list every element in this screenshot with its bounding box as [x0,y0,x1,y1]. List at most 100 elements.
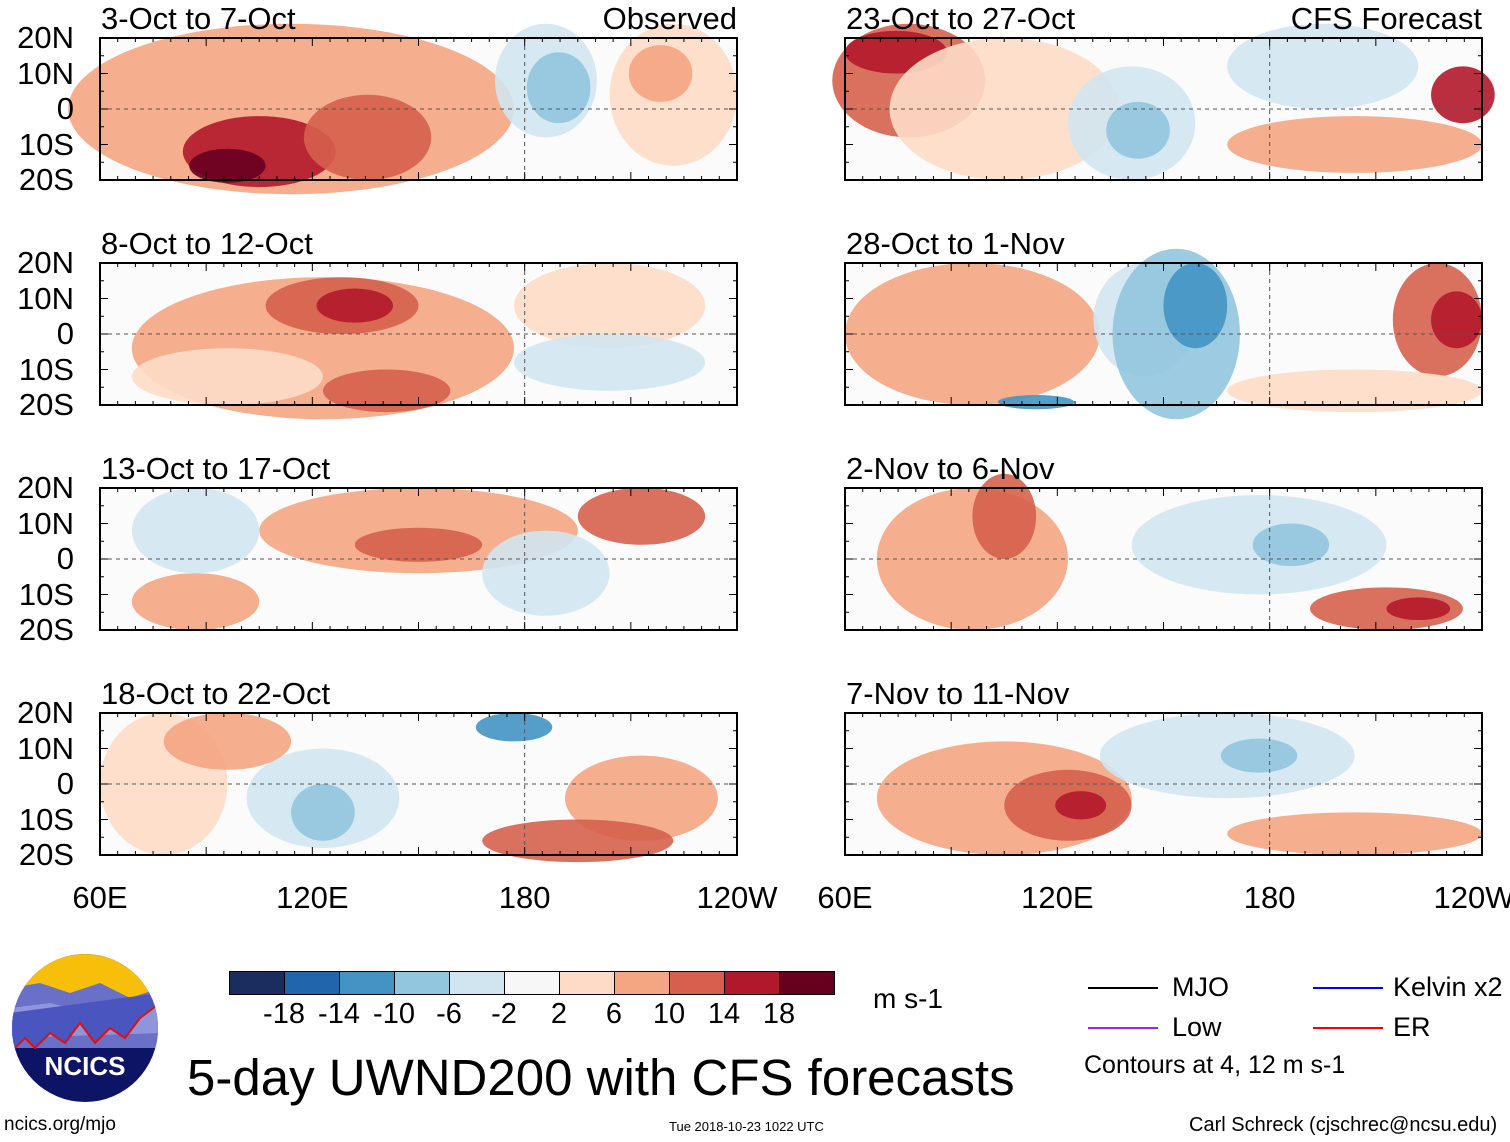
map-plot [844,473,1483,631]
colorbar-tick-label: 6 [605,998,623,1030]
timestamp: Tue 2018-10-23 1022 UTC [669,1119,824,1134]
colorbar-swatch [285,972,340,994]
wind-anomaly-shading [482,819,674,863]
colorbar-swatch [670,972,725,994]
colorbar-swatch [560,972,615,994]
map-plot [832,23,1495,181]
wind-anomaly-shading [1227,369,1482,413]
colorbar-swatch [340,972,395,994]
colorbar-swatch [450,972,505,994]
map-panel [832,23,1495,181]
colorbar-swatch [615,972,670,994]
wind-anomaly-shading [1055,791,1107,820]
figure-title: 5-day UWND200 with CFS forecasts [187,1049,1015,1106]
lat-label: 10S [18,126,74,162]
legend-line-low [1088,1027,1158,1029]
map-plot [844,248,1483,420]
map-plot [68,23,738,195]
colorbar-tick-label: 18 [762,998,796,1030]
credit: Carl Schreck (cjschrec@ncsu.edu) [1189,1114,1498,1136]
legend-label-mjo: MJO [1172,972,1229,1002]
lat-label: 10S [18,801,74,837]
wind-anomaly-shading [475,713,553,742]
colorbar-tick-label: -10 [373,998,415,1030]
wind-anomaly-shading [1227,812,1482,855]
wind-anomaly-shading [1227,23,1419,109]
lat-label: 20S [18,387,74,422]
wind-anomaly-shading [291,784,355,841]
panel-title: 8-Oct to 12-Oct [101,226,313,261]
map-plot [99,487,738,631]
lon-label: 120W [1433,880,1510,915]
map-plot [99,712,738,863]
wind-anomaly-shading [1386,597,1451,621]
lat-label: 0 [56,541,74,576]
colorbar-tick-label: -2 [491,998,517,1030]
wind-anomaly-shading [577,488,706,545]
wind-anomaly-shading [1431,291,1482,349]
panel-title: 28-Oct to 1-Nov [846,226,1065,261]
colorbar-tick-label: -14 [318,998,360,1030]
colorbar-units: m s-1 [873,983,943,1014]
lat-label: 10N [17,55,74,91]
legend-label-er: ER [1393,1012,1431,1042]
map-panel [844,248,1483,420]
colorbar [229,971,835,995]
colorbar-swatch [725,972,780,994]
wind-anomaly-shading [131,348,323,405]
lat-label: 20N [17,695,74,730]
lat-label: 10N [17,505,74,541]
colorbar-swatch [780,972,834,994]
wind-anomaly-shading [1163,263,1228,349]
wind-anomaly-shading [514,263,706,349]
wind-anomaly-shading [131,488,260,574]
wind-anomaly-shading [526,52,591,124]
wind-anomaly-shading [316,288,394,323]
lat-label: 20S [18,162,74,197]
wind-anomaly-shading [131,573,260,630]
wind-anomaly-shading [354,527,483,562]
wind-anomaly-shading [514,334,706,391]
legend-line-kelvin [1313,987,1383,989]
contour-note: Contours at 4, 12 m s-1 [1084,1051,1346,1079]
panel-source-label: Observed [602,1,737,36]
panel-title: 13-Oct to 17-Oct [101,451,331,486]
wind-anomaly-shading [1106,101,1170,159]
wind-anomaly-shading [1227,116,1482,173]
lat-label: 0 [56,91,74,126]
map-panel [844,473,1483,631]
colorbar-tick-label: 10 [652,998,686,1030]
lat-label: 10S [18,351,74,387]
wind-anomaly-shading [303,94,432,180]
panel-source-label: CFS Forecast [1290,1,1482,36]
colorbar-tick-label: 2 [550,998,568,1030]
lat-label: 20S [18,612,74,647]
wind-anomaly-shading [482,530,610,616]
map-panel [99,712,738,863]
lat-label: 20N [17,20,74,55]
colorbar-tick-label: -18 [263,998,305,1030]
lat-label: 20N [17,470,74,505]
colorbar-swatch [230,972,285,994]
panel-title: 18-Oct to 22-Oct [101,676,331,711]
wind-anomaly-shading [889,38,1119,180]
lon-label: 180 [1243,880,1296,915]
source-link[interactable]: ncics.org/mjo [4,1114,116,1135]
legend-line-mjo [1088,987,1158,989]
wind-anomaly-shading [1220,738,1298,773]
legend-line-er [1313,1027,1383,1029]
wind-anomaly-shading [997,395,1075,410]
wind-anomaly-shading [1252,523,1330,567]
map-panel [844,712,1483,856]
wind-anomaly-shading [628,45,693,102]
ncics-logo: NCICS [10,953,160,1108]
lon-label: 180 [498,880,551,915]
wind-anomaly-shading [845,263,1100,405]
colorbar-tick-label: 14 [707,998,741,1030]
lat-label: 20N [17,245,74,280]
lat-label: 10S [18,576,74,612]
panel-title: 2-Nov to 6-Nov [846,451,1055,486]
map-panel [68,23,738,195]
colorbar-swatch [505,972,560,994]
lat-label: 10N [17,280,74,316]
